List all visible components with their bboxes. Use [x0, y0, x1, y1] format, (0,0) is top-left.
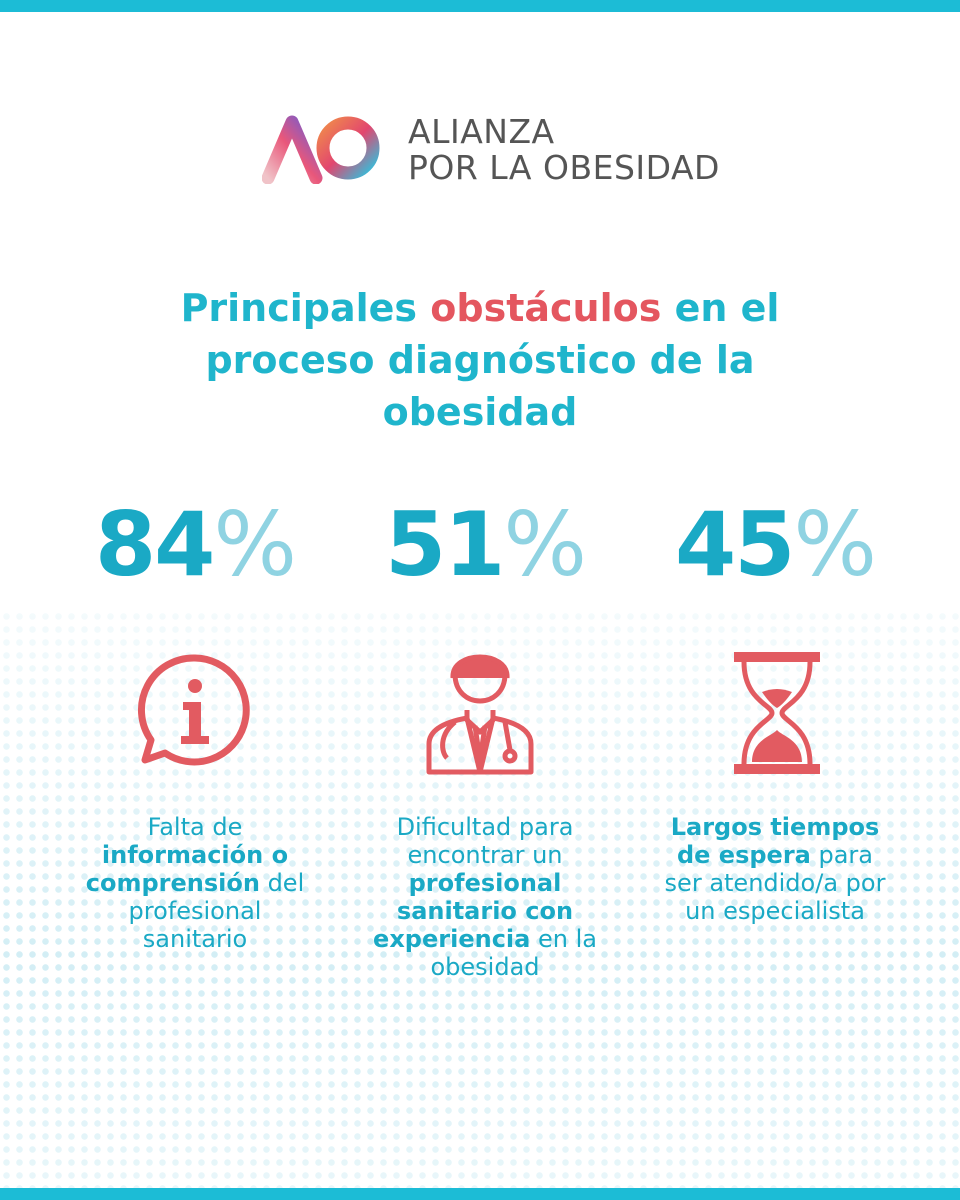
logo-mark — [262, 115, 380, 184]
info-icon — [138, 654, 250, 766]
description-segment: para ser atendido/a por un especialista — [664, 841, 886, 925]
stat-description: Dificultad para encontrar un profesional… — [365, 813, 605, 981]
stat: 45% — [630, 490, 920, 600]
stat-description: Largos tiempos de espera para ser atendi… — [655, 813, 895, 925]
description-segment: del profesional sanitario — [128, 869, 305, 953]
doctor-icon — [426, 654, 534, 775]
description-segment: Dificultad para encontrar un — [396, 813, 574, 869]
stat: 51% — [340, 490, 630, 600]
stat-value: 51 — [384, 493, 505, 596]
title: Principales obstáculos en el proceso dia… — [150, 282, 810, 438]
bottom-bar — [0, 1188, 960, 1200]
description-segment: Largos tiempos de espera — [670, 813, 880, 869]
logo-line: ALIANZA — [408, 112, 555, 151]
logo-text: ALIANZA POR LA OBESIDAD — [408, 114, 720, 186]
title-segment: Principales — [180, 286, 431, 330]
description-segment: Falta de — [147, 813, 243, 841]
stat-number: 45% — [630, 490, 920, 600]
stat-description: Falta de información o comprensión del p… — [75, 813, 315, 953]
dot-pattern — [0, 610, 960, 1188]
stat-number: 51% — [340, 490, 630, 600]
stat-value: 84 — [94, 493, 215, 596]
title-segment: obstáculos — [430, 286, 662, 330]
stat-unit: % — [793, 493, 877, 596]
stat-unit: % — [213, 493, 297, 596]
description-segment: en la obesidad — [430, 925, 597, 981]
hourglass-icon — [734, 652, 820, 774]
title-segment: en el proceso diagnóstico de la obesidad — [205, 286, 780, 434]
top-bar — [0, 0, 960, 12]
stat-value: 45 — [674, 493, 795, 596]
stat-number: 84% — [50, 490, 340, 600]
stat: 84% — [50, 490, 340, 600]
description-segment: información o comprensión — [85, 841, 289, 897]
description-segment: profesional sanitario con experiencia — [373, 869, 574, 953]
logo-line: POR LA OBESIDAD — [408, 148, 720, 187]
stat-unit: % — [503, 493, 587, 596]
